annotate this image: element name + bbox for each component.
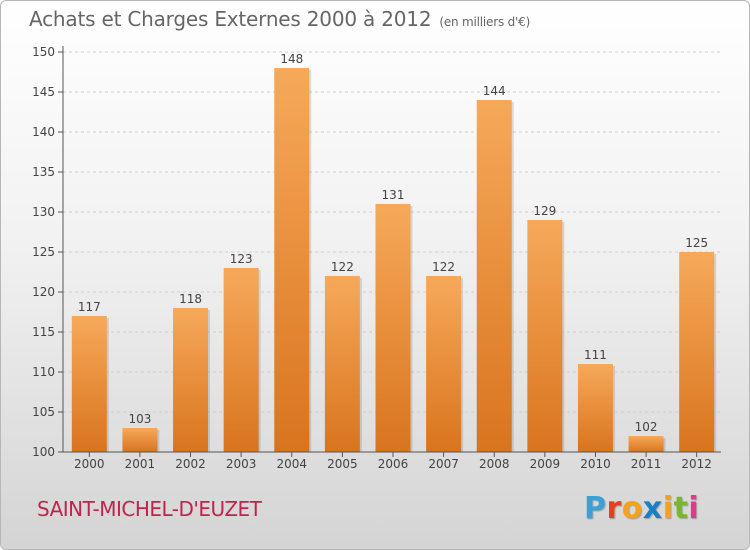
bar: [274, 68, 310, 452]
logo-letter: t: [673, 491, 689, 526]
y-tick-label: 105: [32, 405, 55, 419]
x-tick-label: 2009: [530, 457, 561, 471]
x-tick-label: 2005: [327, 457, 358, 471]
x-tick-label: 2008: [479, 457, 510, 471]
bar-value-label: 131: [382, 188, 405, 202]
y-tick-label: 135: [32, 165, 55, 179]
logo-letter: r: [606, 491, 622, 526]
y-tick-label: 145: [32, 85, 55, 99]
bar-value-label: 117: [78, 300, 101, 314]
x-tick-label: 2006: [378, 457, 409, 471]
x-tick-label: 2011: [631, 457, 662, 471]
x-tick-label: 2004: [276, 457, 307, 471]
logo-letter: i: [662, 491, 674, 526]
logo-letter: i: [688, 491, 700, 526]
x-tick-label: 2000: [74, 457, 105, 471]
chart-unit: (en milliers d'€): [439, 15, 531, 29]
y-tick-label: 130: [32, 205, 55, 219]
bar-value-label: 125: [685, 236, 708, 250]
y-tick-label: 120: [32, 285, 55, 299]
bar-value-label: 122: [331, 260, 354, 274]
y-tick-label: 140: [32, 125, 55, 139]
logo-letter: P: [584, 491, 607, 526]
logo-letter: o: [621, 491, 643, 526]
bar: [375, 204, 411, 452]
proxiti-logo[interactable]: Proxiti: [584, 491, 699, 526]
bar-value-label: 103: [128, 412, 151, 426]
x-tick-label: 2007: [428, 457, 459, 471]
x-tick-label: 2002: [175, 457, 206, 471]
axes: 100 105 110 115 120 125 130 135 140 145 150 2000 200…: [32, 45, 721, 471]
bar: [71, 316, 107, 452]
y-tick-label: 125: [32, 245, 55, 259]
y-tick-label: 115: [32, 325, 55, 339]
x-tick-label: 2001: [125, 457, 156, 471]
logo-letter: x: [642, 491, 663, 526]
bar: [426, 276, 462, 452]
bar: [628, 436, 664, 452]
bar: [223, 268, 259, 452]
bar: [476, 100, 512, 452]
bar: [173, 308, 209, 452]
x-tick-label: 2012: [681, 457, 712, 471]
data-labels: 117 103 118 123 148 122 131 122 144 129 111 102 125: [78, 52, 708, 434]
bars: [71, 68, 717, 452]
bar: [577, 364, 613, 452]
y-tick-label: 150: [32, 45, 55, 59]
x-tick-label: 2003: [226, 457, 257, 471]
x-tick-label: 2010: [580, 457, 611, 471]
bar: [527, 220, 563, 452]
bar-value-label: 118: [179, 292, 202, 306]
bar-value-label: 111: [584, 348, 607, 362]
commune-name: SAINT-MICHEL-D'EUZET: [37, 497, 262, 521]
y-tick-label: 100: [32, 445, 55, 459]
bar: [324, 276, 360, 452]
bar-value-label: 122: [432, 260, 455, 274]
bar-value-label: 129: [533, 204, 556, 218]
bar: [679, 252, 715, 452]
bar-value-label: 102: [635, 420, 658, 434]
chart-title-text: Achats et Charges Externes 2000 à 2012: [29, 7, 432, 31]
bar: [122, 428, 158, 452]
bar-value-label: 123: [230, 252, 253, 266]
y-tick-label: 110: [32, 365, 55, 379]
bar-value-label: 148: [280, 52, 303, 66]
bar-value-label: 144: [483, 84, 506, 98]
chart-title: Achats et Charges Externes 2000 à 2012 (e…: [29, 7, 530, 31]
